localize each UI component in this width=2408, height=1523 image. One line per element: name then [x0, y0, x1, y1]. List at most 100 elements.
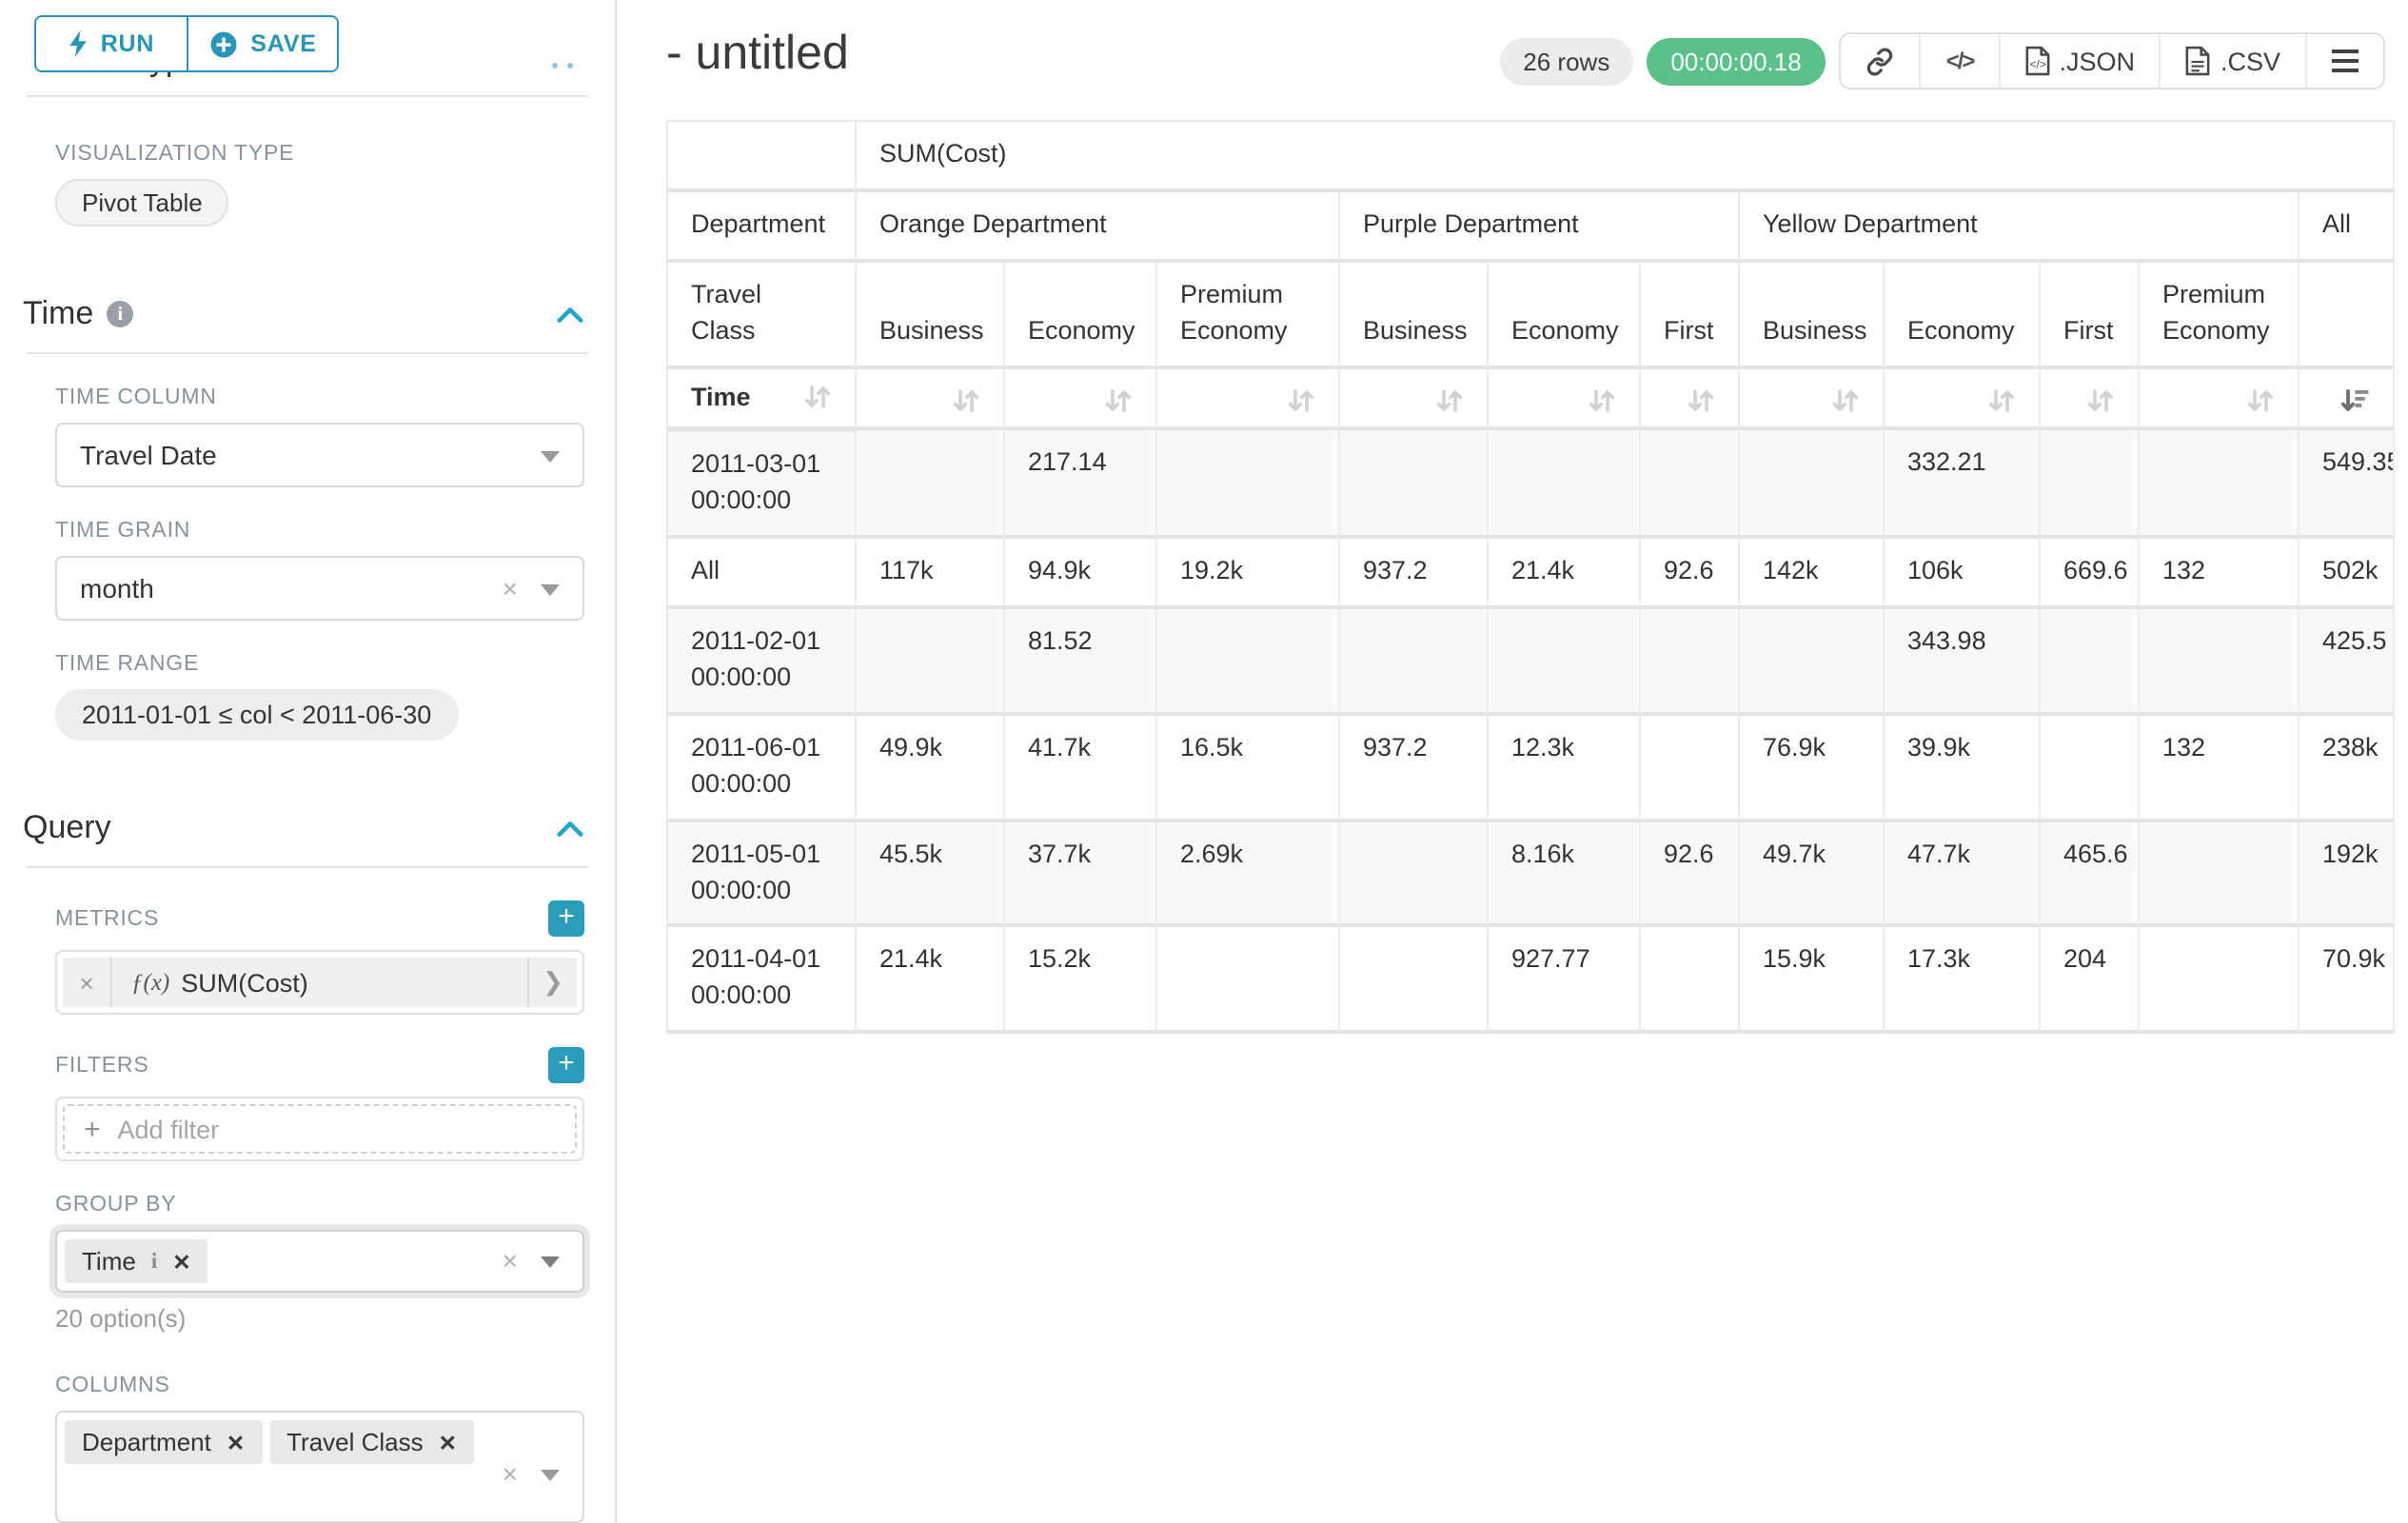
- action-buttons: RUN SAVE: [34, 15, 339, 72]
- department-group-cell: Orange Department: [857, 191, 1340, 263]
- row-dimension-cell: Department: [666, 191, 857, 263]
- chevron-up-icon: [557, 821, 583, 836]
- travel-class-header-row: Travel Class Business Economy Premium Econo…: [666, 262, 2396, 369]
- travel-class-cell: Business: [1740, 262, 1885, 369]
- columns-tag[interactable]: Department ✕: [65, 1420, 263, 1464]
- columns-select[interactable]: Department ✕ Travel Class ✕ ×: [55, 1411, 584, 1523]
- time-grain-select[interactable]: month ×: [55, 556, 584, 621]
- sort-icon: [2248, 388, 2273, 411]
- table-row: 2011-04-01 00:00:00 21.4k 15.2k 927.77 15.9k…: [666, 927, 2396, 1035]
- value-cell: [1641, 715, 1740, 822]
- row-key-cell: 2011-06-01 00:00:00: [666, 715, 857, 822]
- remove-tag-icon[interactable]: ✕: [438, 1433, 457, 1455]
- sort-cell[interactable]: [2041, 368, 2140, 431]
- svg-text:</>: </>: [2029, 57, 2045, 70]
- travel-class-cell: Business: [1340, 262, 1489, 369]
- value-cell: 192k: [2299, 821, 2396, 928]
- value-cell: 343.98: [1885, 609, 2041, 716]
- sort-cell[interactable]: [1641, 368, 1740, 431]
- sort-cell[interactable]: [1340, 368, 1489, 431]
- time-column-value: Travel Date: [80, 440, 217, 470]
- value-cell: [1340, 927, 1489, 1035]
- metrics-label: METRICS: [55, 907, 160, 930]
- sort-icon: [1289, 388, 1313, 411]
- chart-title[interactable]: - untitled: [666, 27, 849, 80]
- collapse-time-button[interactable]: [556, 304, 584, 325]
- time-range-pill[interactable]: 2011-01-01 ≤ col < 2011-06-30: [55, 689, 459, 741]
- value-cell: [2041, 715, 2140, 822]
- value-cell: 927.77: [1489, 927, 1641, 1035]
- time-dimension-cell[interactable]: Time: [666, 368, 857, 431]
- value-cell: 49.7k: [1740, 821, 1885, 928]
- plus-circle-icon: [209, 30, 236, 57]
- value-cell: 332.21: [1885, 430, 2041, 540]
- chart-area: - untitled 26 rows 00:00:00.18 </> </> .…: [617, 0, 2408, 1523]
- clear-icon[interactable]: ×: [502, 573, 518, 603]
- remove-tag-icon[interactable]: ✕: [226, 1433, 246, 1455]
- value-cell: [1157, 927, 1340, 1035]
- json-label: .JSON: [2059, 47, 2135, 75]
- metric-label: ƒ(x) SUM(Cost): [112, 958, 527, 1007]
- metric-pill[interactable]: × ƒ(x) SUM(Cost) ❯: [63, 958, 577, 1007]
- add-filter-button[interactable]: +: [548, 1047, 584, 1083]
- department-group-cell: Purple Department: [1340, 191, 1740, 263]
- time-column-select[interactable]: Travel Date: [55, 423, 584, 487]
- info-icon[interactable]: i: [107, 301, 134, 327]
- sort-cell[interactable]: [1489, 368, 1641, 431]
- save-button[interactable]: SAVE: [187, 17, 337, 70]
- run-button[interactable]: RUN: [36, 17, 187, 70]
- remove-tag-icon[interactable]: ✕: [172, 1252, 191, 1275]
- value-cell: 12.3k: [1489, 715, 1641, 822]
- travel-class-cell: Economy: [1885, 262, 2041, 369]
- clear-icon[interactable]: ×: [502, 1245, 518, 1276]
- value-cell: 465.6: [2041, 821, 2140, 928]
- collapse-query-button[interactable]: [556, 818, 584, 839]
- value-cell: 21.4k: [857, 927, 1005, 1035]
- columns-label: COLUMNS: [55, 1375, 170, 1397]
- embed-code-button[interactable]: </>: [1919, 34, 1999, 88]
- value-cell: [1740, 430, 1885, 540]
- remove-metric-icon[interactable]: ×: [63, 958, 112, 1007]
- divider: [27, 95, 588, 97]
- more-menu-button[interactable]: [2305, 34, 2383, 88]
- add-filter-dropzone[interactable]: + Add filter: [63, 1104, 577, 1154]
- sort-cell[interactable]: [857, 368, 1005, 431]
- department-group-cell: All: [2299, 191, 2396, 263]
- value-cell: 15.9k: [1740, 927, 1885, 1035]
- value-cell: 8.16k: [1489, 821, 1641, 928]
- sort-cell[interactable]: [2140, 368, 2299, 431]
- sort-desc-active-icon: [2341, 388, 2369, 410]
- value-cell: 132: [2140, 715, 2299, 822]
- sort-icon: [1437, 388, 1462, 411]
- travel-class-cell: First: [2041, 262, 2140, 369]
- copy-link-button[interactable]: [1842, 34, 1920, 88]
- sort-cell[interactable]: [1740, 368, 1885, 431]
- info-icon[interactable]: i: [150, 1250, 158, 1273]
- expand-metric-icon[interactable]: ❯: [527, 958, 577, 1007]
- sort-icon: [1688, 388, 1713, 411]
- viz-type-pill[interactable]: Pivot Table: [55, 179, 229, 227]
- divider: [27, 352, 588, 354]
- add-metric-button[interactable]: +: [548, 900, 584, 937]
- export-csv-button[interactable]: .CSV: [2159, 34, 2305, 88]
- csv-file-icon: [2186, 46, 2211, 76]
- chevron-down-icon: [541, 451, 560, 463]
- value-cell: 81.52: [1005, 609, 1157, 716]
- group-by-select[interactable]: Time i ✕ ×: [55, 1230, 584, 1293]
- columns-tag[interactable]: Travel Class ✕: [269, 1420, 474, 1464]
- group-by-tag-label: Time: [82, 1247, 136, 1276]
- sort-cell[interactable]: [1157, 368, 1340, 431]
- value-cell: [2140, 821, 2299, 928]
- sort-cell[interactable]: [2299, 368, 2396, 431]
- value-cell: [1340, 821, 1489, 928]
- clear-icon[interactable]: ×: [502, 1458, 518, 1489]
- sort-cell[interactable]: [1005, 368, 1157, 431]
- export-json-button[interactable]: </> .JSON: [1998, 34, 2160, 88]
- sort-cell[interactable]: [1885, 368, 2041, 431]
- columns-tag-label: Travel Class: [286, 1428, 424, 1456]
- value-cell: 49.9k: [857, 715, 1005, 822]
- value-cell: 94.9k: [1005, 539, 1157, 610]
- chevron-down-icon: [541, 1256, 560, 1268]
- group-by-tag[interactable]: Time i ✕: [65, 1239, 208, 1283]
- metric-header-cell: SUM(Cost): [857, 120, 2396, 192]
